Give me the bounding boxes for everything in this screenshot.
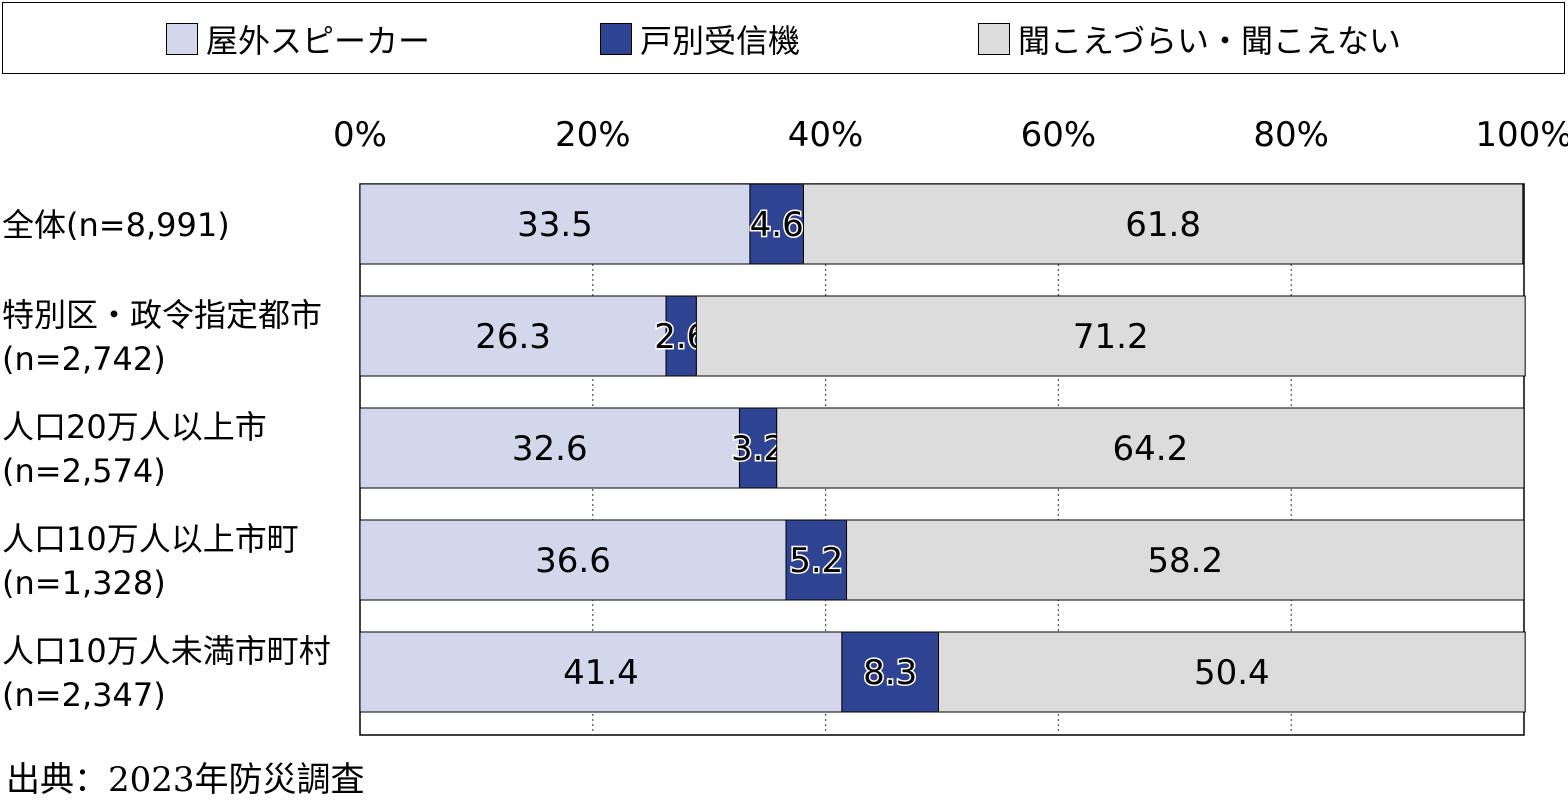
x-tick-label: 80% — [1253, 115, 1329, 155]
x-tick-label: 60% — [1021, 115, 1097, 155]
data-label: 4.6 — [750, 205, 804, 245]
bar-segment — [359, 519, 787, 601]
bar-segment — [785, 519, 848, 601]
source-note: 出典：2023年防災調査 — [6, 760, 365, 800]
legend-swatch-hard-to-hear — [978, 23, 1010, 55]
category-label: (n=2,347) — [2, 676, 166, 714]
category-label: 人口20万人以上市 — [2, 408, 267, 446]
legend-label-hard-to-hear: 聞こえづらい・聞こえない — [1018, 22, 1402, 60]
bar-segment — [938, 631, 1526, 713]
legend-item-hard-to-hear: 聞こえづらい・聞こえない — [978, 3, 1401, 75]
data-label: 26.3 — [475, 317, 551, 357]
legend: 屋外スピーカー 戸別受信機 聞こえづらい・聞こえない — [2, 2, 1565, 74]
category-label: (n=1,328) — [2, 564, 166, 602]
bar-segment — [359, 295, 667, 377]
category-label: 全体(n=8,991) — [2, 206, 230, 244]
data-label: 64.2 — [1113, 429, 1189, 469]
bar-segment — [359, 407, 740, 489]
data-label: 32.6 — [512, 429, 588, 469]
data-label: 58.2 — [1147, 541, 1223, 581]
legend-item-outdoor-speaker: 屋外スピーカー — [166, 3, 430, 75]
category-label: (n=2,742) — [2, 340, 166, 378]
x-tick-label: 20% — [555, 115, 631, 155]
bar-segment — [846, 519, 1525, 601]
data-label: 61.8 — [1125, 205, 1201, 245]
legend-item-household-receiver: 戸別受信機 — [600, 3, 800, 75]
legend-swatch-household-receiver — [600, 23, 632, 55]
data-label: 71.2 — [1073, 317, 1149, 357]
category-label: 特別区・政令指定都市 — [2, 296, 322, 334]
category-label: (n=2,574) — [2, 452, 166, 490]
category-label: 人口10万人以上市町 — [2, 520, 299, 558]
data-label: 50.4 — [1194, 653, 1270, 693]
bar-segment — [802, 183, 1524, 265]
category-label: 人口10万人未満市町村 — [2, 632, 331, 670]
bar-segment — [359, 183, 751, 265]
bar-segment — [695, 295, 1526, 377]
bar-segment — [359, 631, 843, 713]
data-label: 41.4 — [563, 653, 639, 693]
x-tick-label: 100% — [1475, 115, 1568, 155]
bar-segment — [738, 407, 778, 489]
data-label: 8.3 — [863, 653, 917, 693]
x-tick-label: 40% — [788, 115, 864, 155]
bar-segment — [749, 183, 804, 265]
data-label: 33.5 — [517, 205, 593, 245]
bar-segment — [841, 631, 940, 713]
bar-segment — [776, 407, 1525, 489]
legend-label-outdoor-speaker: 屋外スピーカー — [206, 22, 431, 60]
data-label: 36.6 — [535, 541, 611, 581]
bar-segment — [665, 295, 697, 377]
legend-label-household-receiver: 戸別受信機 — [640, 22, 801, 60]
legend-swatch-outdoor-speaker — [166, 23, 198, 55]
x-tick-label: 0% — [333, 115, 387, 155]
data-label: 5.2 — [789, 541, 843, 581]
